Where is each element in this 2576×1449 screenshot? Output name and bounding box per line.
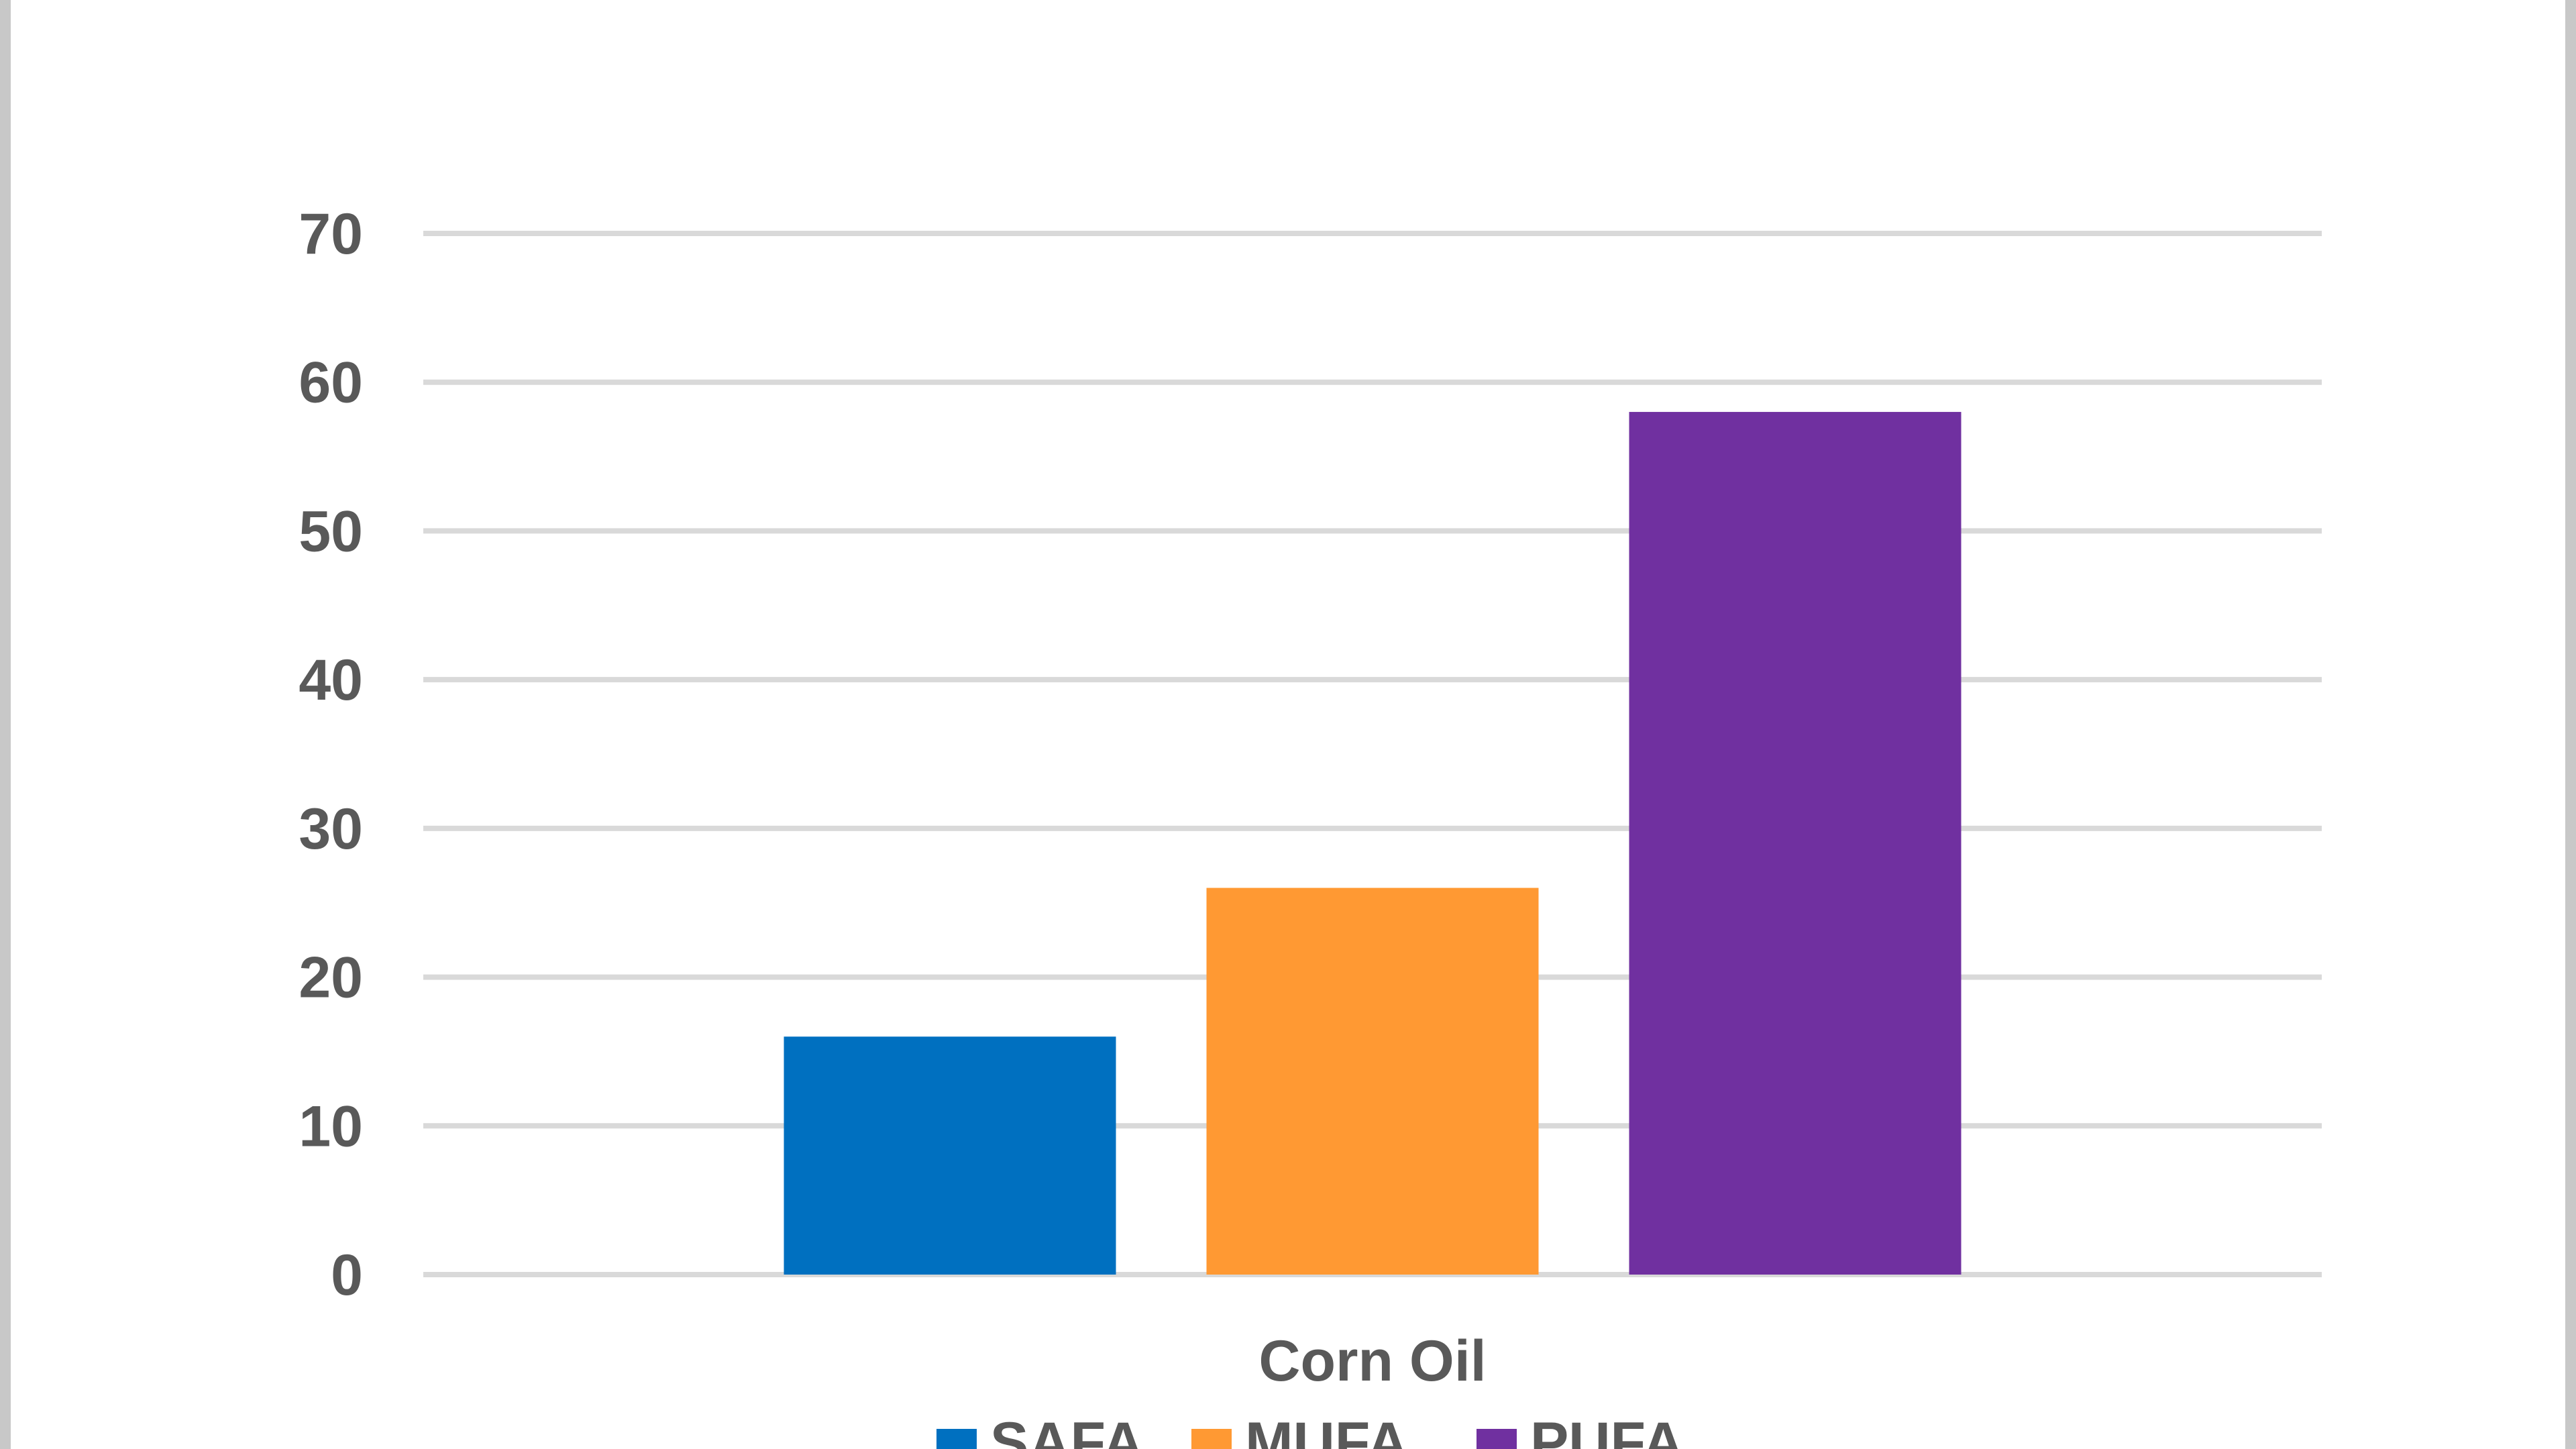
legend-swatch-pufa bbox=[1477, 1429, 1517, 1449]
legend-swatch-safa bbox=[936, 1429, 977, 1449]
y-tick-label: 50 bbox=[299, 499, 363, 564]
bar-safa bbox=[784, 1036, 1116, 1275]
y-tick-label: 40 bbox=[299, 648, 363, 712]
legend-label-mufa: MUFA bbox=[1245, 1411, 1409, 1449]
legend: SAFA MUFA PUFA bbox=[936, 1411, 1684, 1449]
y-tick-label: 0 bbox=[331, 1243, 363, 1307]
legend-label-pufa: PUFA bbox=[1530, 1411, 1684, 1449]
bars bbox=[784, 412, 1962, 1275]
y-tick-label: 30 bbox=[299, 797, 363, 861]
x-axis-categories: Corn Oil bbox=[1258, 1329, 1486, 1393]
y-axis-ticks: 0 10 20 30 40 50 60 70 bbox=[299, 202, 363, 1307]
y-tick-label: 20 bbox=[299, 946, 363, 1010]
bar-chart: 0 10 20 30 40 50 60 70 Corn Oil SAFA MUFA PUFA bbox=[299, 202, 2322, 1449]
y-tick-label: 70 bbox=[299, 202, 363, 266]
bar-mufa bbox=[1206, 888, 1539, 1275]
legend-label-safa: SAFA bbox=[990, 1411, 1144, 1449]
y-tick-label: 10 bbox=[299, 1094, 363, 1159]
x-category-label: Corn Oil bbox=[1258, 1329, 1486, 1393]
legend-swatch-mufa bbox=[1191, 1429, 1232, 1449]
y-tick-label: 60 bbox=[299, 351, 363, 415]
bar-pufa bbox=[1629, 412, 1962, 1275]
